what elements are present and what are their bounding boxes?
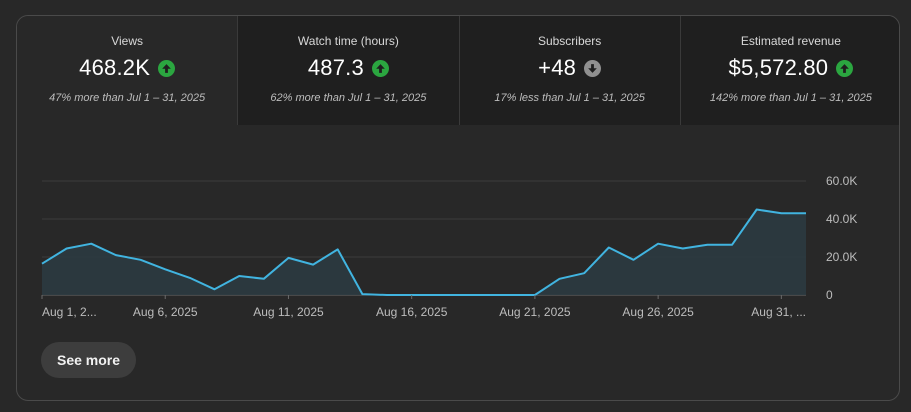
data-point [114, 253, 118, 257]
data-point [213, 287, 217, 291]
metrics-tabs: Views 468.2K 47% more than Jul 1 – 31, 2… [17, 16, 899, 125]
trend-down-icon [584, 59, 602, 77]
data-point [237, 274, 241, 278]
data-point [336, 247, 340, 251]
data-point [656, 242, 660, 246]
data-point [607, 246, 611, 250]
data-point [558, 277, 562, 281]
x-tick-label: Aug 21, 2025 [499, 305, 571, 319]
x-tick-label: Aug 11, 2025 [253, 305, 324, 319]
metric-value-row: +48 [460, 53, 680, 83]
data-point [804, 211, 808, 215]
metric-tab-views[interactable]: Views 468.2K 47% more than Jul 1 – 31, 2… [17, 16, 239, 125]
metric-tab-watch-time[interactable]: Watch time (hours) 487.3 62% more than J… [238, 16, 460, 125]
series-line [41, 208, 806, 296]
metric-value-row: 487.3 [238, 53, 458, 83]
data-point [484, 293, 488, 297]
y-tick-label: 40.0K [826, 212, 857, 226]
metric-comparison: 62% more than Jul 1 – 31, 2025 [270, 92, 427, 104]
data-point [779, 211, 783, 215]
metric-tab-estimated-revenue[interactable]: Estimated revenue $5,572.80 142% more th… [680, 16, 899, 125]
y-tick-label: 60.0K [826, 174, 857, 188]
data-point [139, 258, 143, 262]
metric-value: +48 [538, 55, 577, 80]
metric-value: 468.2K [79, 55, 151, 80]
data-point [582, 271, 586, 275]
data-point [385, 293, 389, 297]
x-tick-label: Aug 26, 2025 [622, 305, 694, 319]
metric-comparison: 47% more than Jul 1 – 31, 2025 [49, 92, 206, 104]
metric-label: Subscribers [537, 34, 602, 48]
data-point [286, 256, 290, 260]
metric-comparison: 142% more than Jul 1 – 31, 2025 [709, 92, 872, 104]
metric-label: Views [111, 34, 144, 48]
metric-value-row: $5,572.80 [681, 53, 899, 83]
metric-tab-subscribers[interactable]: Subscribers +48 17% less than Jul 1 – 31… [459, 16, 681, 125]
y-tick-label: 0 [826, 288, 833, 302]
trend-up-icon [836, 59, 854, 77]
trend-up-icon [371, 59, 389, 77]
data-point [188, 276, 192, 280]
data-point [311, 263, 315, 267]
data-point [508, 293, 512, 297]
y-tick-label: 20.0K [826, 250, 857, 264]
x-tick-label: Aug 31, ... [751, 305, 806, 319]
data-point [262, 277, 266, 281]
data-point [730, 243, 734, 247]
analytics-card: Views 468.2K 47% more than Jul 1 – 31, 2… [16, 15, 900, 401]
data-point [89, 242, 93, 246]
x-tick-label: Aug 1, 2... [42, 305, 97, 319]
data-point [705, 243, 709, 247]
data-point [755, 208, 759, 212]
metric-value: $5,572.80 [728, 55, 829, 80]
data-point [40, 262, 44, 266]
metric-comparison: 17% less than Jul 1 – 31, 2025 [494, 92, 645, 104]
metric-label: Watch time (hours) [297, 34, 399, 48]
metric-label: Estimated revenue [740, 34, 841, 48]
metric-value: 487.3 [307, 55, 364, 80]
trend-up-icon [158, 59, 176, 77]
data-point [65, 246, 69, 250]
views-chart[interactable]: 0 20.0K 40.0K 60.0K Aug 1, 2... Aug 6, 2025 Au… [17, 125, 900, 335]
series-area [42, 209, 806, 295]
x-tick-label: Aug 6, 2025 [133, 305, 198, 319]
data-point [631, 258, 635, 262]
x-tick-label: Aug 16, 2025 [376, 305, 448, 319]
metric-value-row: 468.2K [17, 53, 237, 83]
data-point [163, 267, 167, 271]
see-more-button[interactable]: See more [41, 342, 137, 378]
data-point [459, 293, 463, 297]
data-point [360, 292, 364, 296]
data-point [434, 293, 438, 297]
data-point [681, 246, 685, 250]
